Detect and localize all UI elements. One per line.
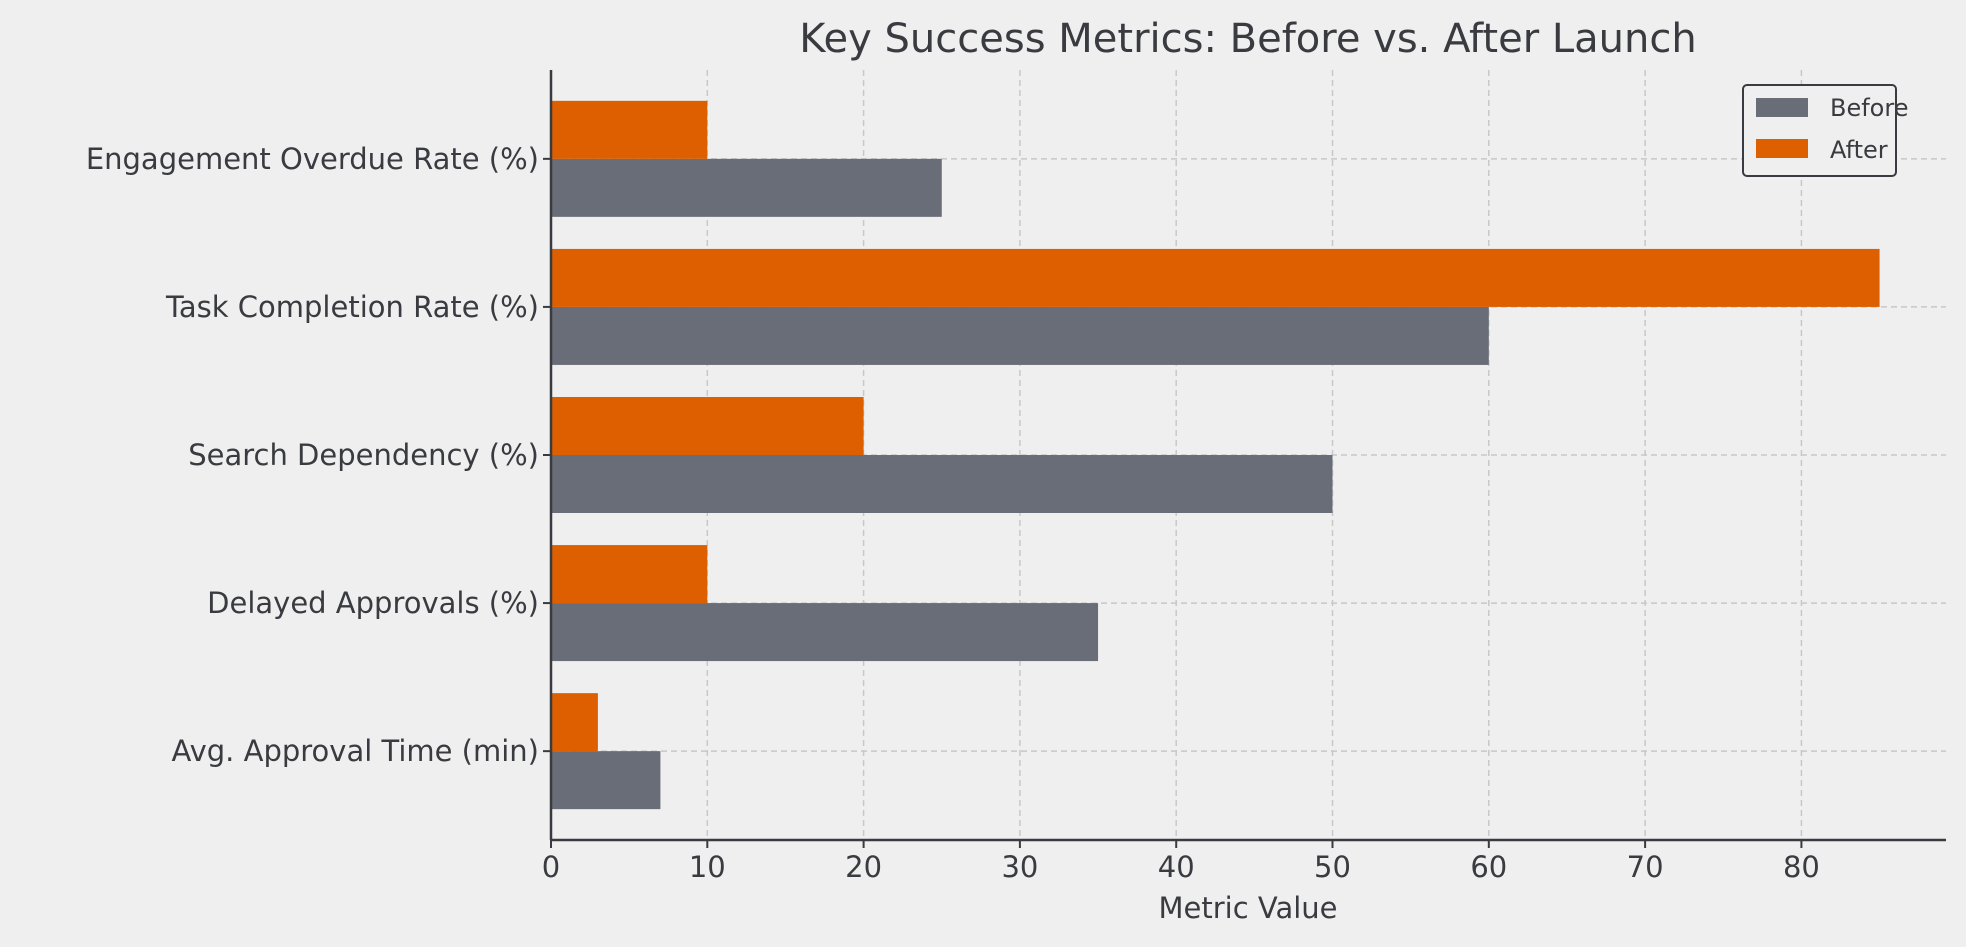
x-tick-label: 50 (1314, 850, 1351, 884)
bar-after (551, 100, 708, 159)
x-tick-label: 0 (542, 850, 560, 884)
y-tick-label: Delayed Approvals (%) (207, 586, 539, 620)
legend: Before After (1742, 84, 1908, 177)
x-tick-label: 10 (689, 850, 726, 884)
bar-before (551, 455, 1333, 513)
y-ticks: Avg. Approval Time (min) Delayed Approval… (86, 142, 551, 768)
bar-before (551, 751, 661, 810)
y-tick-label: Engagement Overdue Rate (%) (86, 142, 539, 176)
y-tick-label: Search Dependency (%) (188, 438, 539, 472)
y-tick-label: Task Completion Rate (%) (165, 290, 539, 324)
bar-before (551, 603, 1099, 662)
legend-label-after: After (1830, 136, 1888, 164)
x-tick-label: 70 (1627, 850, 1664, 884)
bar-before (551, 158, 942, 217)
legend-swatch-after (1756, 139, 1808, 158)
y-tick-label: Avg. Approval Time (min) (171, 734, 539, 768)
bar-after (551, 248, 1880, 307)
x-axis-label: Metric Value (1158, 891, 1337, 925)
chart-title: Key Success Metrics: Before vs. After La… (799, 16, 1696, 62)
x-ticks: 0 10 20 30 40 50 60 70 80 (542, 840, 1820, 884)
bars (551, 100, 1880, 810)
x-tick-label: 30 (1001, 850, 1038, 884)
x-tick-label: 80 (1783, 850, 1820, 884)
legend-label-before: Before (1830, 94, 1908, 122)
x-tick-label: 60 (1470, 850, 1507, 884)
bar-after (551, 545, 708, 604)
bar-before (551, 306, 1489, 365)
bar-after (551, 397, 864, 455)
x-tick-label: 20 (845, 850, 882, 884)
legend-swatch-before (1756, 98, 1808, 117)
bar-after (551, 693, 598, 752)
x-tick-label: 40 (1158, 850, 1195, 884)
